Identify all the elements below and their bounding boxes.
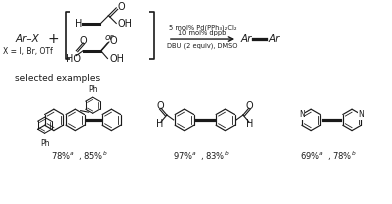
Text: 97%$^a$: 97%$^a$ — [173, 151, 197, 161]
Text: O: O — [109, 36, 117, 46]
Text: H: H — [246, 119, 253, 129]
Text: Ph: Ph — [88, 85, 98, 94]
Text: , 83%$^b$: , 83%$^b$ — [200, 149, 230, 163]
Text: DBU (2 equiv), DMSO: DBU (2 equiv), DMSO — [167, 43, 238, 49]
Text: 10 mol% dppb: 10 mol% dppb — [178, 30, 227, 36]
Text: Ph: Ph — [40, 139, 49, 148]
Text: OH: OH — [109, 54, 124, 64]
Text: O: O — [246, 101, 254, 111]
Text: 5 mol% Pd(PPh₃)₂Cl₂: 5 mol% Pd(PPh₃)₂Cl₂ — [169, 24, 236, 31]
Text: H: H — [74, 19, 82, 29]
Text: OH: OH — [117, 19, 132, 29]
Text: selected examples: selected examples — [15, 73, 100, 82]
Text: , 85%$^b$: , 85%$^b$ — [78, 149, 107, 163]
Text: 69%$^a$: 69%$^a$ — [300, 151, 324, 161]
Text: N: N — [299, 110, 305, 119]
Text: O: O — [117, 2, 125, 12]
Text: +: + — [47, 32, 59, 46]
Text: Ar–X: Ar–X — [16, 34, 40, 44]
Text: HO: HO — [66, 53, 81, 63]
Text: X = I, Br, OTf: X = I, Br, OTf — [3, 47, 53, 56]
Text: or: or — [105, 33, 114, 42]
Text: N: N — [358, 110, 364, 119]
Text: O: O — [79, 36, 87, 46]
Text: H: H — [156, 119, 164, 129]
Text: Ar: Ar — [268, 34, 279, 44]
Text: O: O — [156, 101, 164, 111]
Text: , 78%$^b$: , 78%$^b$ — [327, 149, 356, 163]
Text: Ar: Ar — [240, 34, 252, 44]
Text: 78%$^a$: 78%$^a$ — [51, 151, 75, 161]
